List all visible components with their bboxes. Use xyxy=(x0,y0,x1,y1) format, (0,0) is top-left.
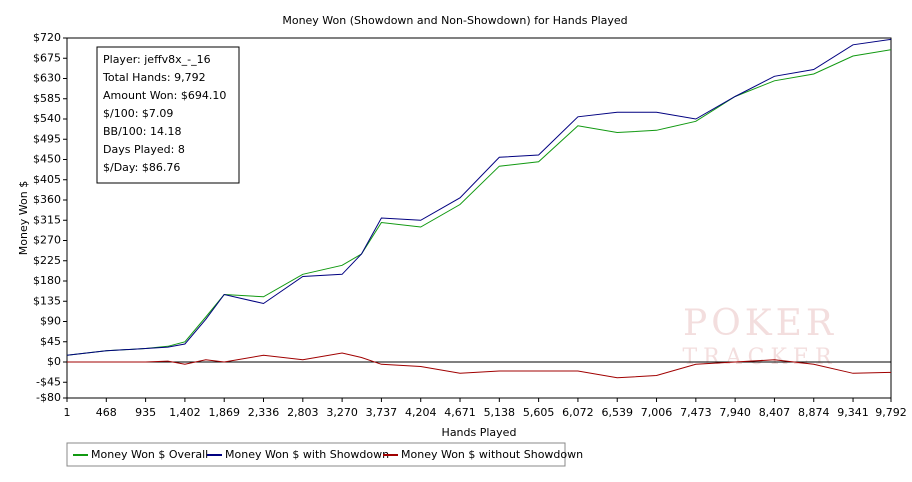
legend xyxy=(66,442,566,467)
x-tick-label: 935 xyxy=(135,406,156,419)
x-tick-label: 5,605 xyxy=(523,406,555,419)
info-line: $/100: $7.09 xyxy=(103,107,173,120)
x-tick-label: 468 xyxy=(96,406,117,419)
y-tick-label: -$80 xyxy=(36,391,61,404)
info-line: Player: jeffv8x_-_16 xyxy=(103,53,211,66)
info-line: BB/100: 14.18 xyxy=(103,125,182,138)
x-tick-label: 9,792 xyxy=(875,406,907,419)
x-tick-label: 9,341 xyxy=(837,406,869,419)
series-line xyxy=(67,352,892,379)
y-tick-label: $495 xyxy=(33,132,61,145)
y-tick-label: $585 xyxy=(33,92,61,105)
x-tick-label: 7,006 xyxy=(641,406,673,419)
y-tick-label: $270 xyxy=(33,234,61,247)
info-box xyxy=(96,46,240,184)
y-tick-label: $135 xyxy=(33,294,61,307)
y-tick-label: $315 xyxy=(33,213,61,226)
y-tick-label: $720 xyxy=(33,31,61,44)
y-tick-label: $45 xyxy=(40,335,61,348)
y-tick-label: $360 xyxy=(33,193,61,206)
watermark: TRACKER xyxy=(682,345,837,370)
y-tick-label: $0 xyxy=(47,355,61,368)
y-tick-label: $405 xyxy=(33,173,61,186)
x-tick-label: 2,803 xyxy=(287,406,319,419)
legend-label: Money Won $ with Showdown xyxy=(225,448,389,461)
series-line xyxy=(66,38,892,356)
x-axis-label: Hands Played xyxy=(442,426,517,439)
y-tick-label: $630 xyxy=(33,72,61,85)
watermark: POKER xyxy=(683,303,837,344)
x-tick-label: 8,874 xyxy=(798,406,830,419)
y-tick-label: $90 xyxy=(40,315,61,328)
plot-area xyxy=(66,37,892,399)
x-tick-label: 2,336 xyxy=(248,406,280,419)
y-axis-label: Money Won $ xyxy=(17,181,30,255)
y-tick-label: $450 xyxy=(33,153,61,166)
x-tick-label: 8,407 xyxy=(759,406,791,419)
chart-title: Money Won (Showdown and Non-Showdown) fo… xyxy=(282,14,627,27)
y-tick-label: $225 xyxy=(33,254,61,267)
y-tick-label: $180 xyxy=(33,274,61,287)
info-line: $/Day: $86.76 xyxy=(103,161,180,174)
x-tick-label: 7,473 xyxy=(680,406,712,419)
x-tick-label: 7,940 xyxy=(719,406,751,419)
x-tick-label: 1,869 xyxy=(208,406,240,419)
legend-label: Money Won $ Overall xyxy=(91,448,208,461)
x-tick-label: 6,539 xyxy=(601,406,633,419)
info-line: Amount Won: $694.10 xyxy=(103,89,226,102)
x-tick-label: 4,204 xyxy=(405,406,437,419)
x-tick-label: 6,072 xyxy=(562,406,594,419)
x-tick-label: 5,138 xyxy=(484,406,516,419)
x-tick-label: 3,737 xyxy=(366,406,398,419)
legend-label: Money Won $ without Showdown xyxy=(401,448,583,461)
x-tick-label: 4,671 xyxy=(444,406,476,419)
info-line: Total Hands: 9,792 xyxy=(102,71,206,84)
y-tick-label: $675 xyxy=(33,51,61,64)
x-tick-label: 1 xyxy=(64,406,71,419)
x-tick-label: 1,402 xyxy=(169,406,201,419)
y-tick-label: -$45 xyxy=(36,375,61,388)
info-line: Days Played: 8 xyxy=(103,143,185,156)
x-tick-label: 3,270 xyxy=(326,406,358,419)
y-tick-label: $540 xyxy=(33,112,61,125)
